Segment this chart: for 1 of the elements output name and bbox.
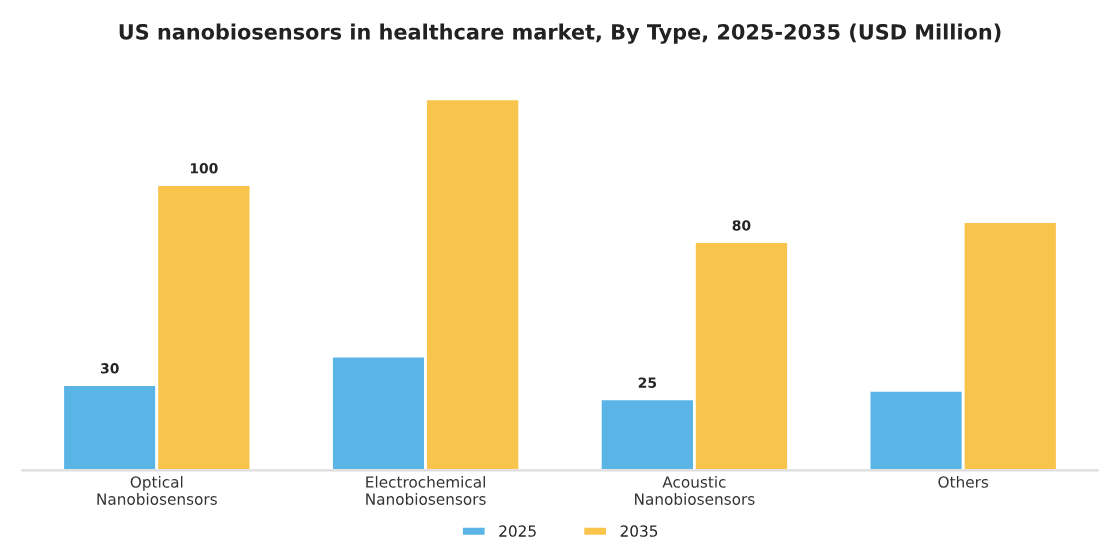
chart-title: US nanobiosensors in healthcare market, By Type, 2025-2035 (USD Million): [119, 23, 1001, 44]
